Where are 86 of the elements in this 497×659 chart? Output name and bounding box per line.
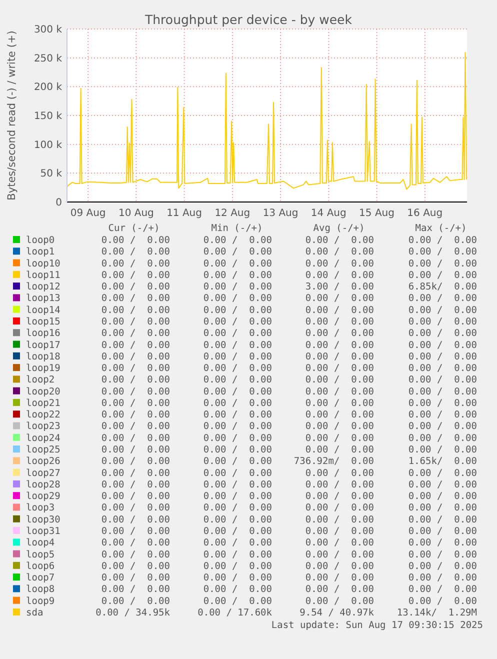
legend-label: loop23: [26, 421, 60, 432]
x-tick-label: 16 Aug: [407, 208, 443, 219]
text: 0.00 / 0.00 0.00 / 0.00 0.00 / 0.00 0.00 / 0.00: [101, 340, 477, 351]
legend-label: loop22: [26, 410, 60, 421]
x-tick-label: 15 Aug: [359, 208, 394, 219]
text: 0.00 / 34.95k 0.00 / 17.60k 9.54 / 40.97k 13.14k/ 1.29M: [96, 607, 477, 618]
text: 0.00 / 0.00 0.00 / 0.00 0.00 / 0.00 0.00 / 0.00: [101, 538, 477, 549]
legend-label: loop12: [26, 282, 60, 293]
text: Cur (-/+) Min (-/+) Avg (-/+) Max (-/+): [108, 223, 467, 234]
legend-label: loop15: [26, 316, 60, 328]
text: 0.00 / 0.00 0.00 / 0.00 0.00 / 0.00 0.00 / 0.00: [101, 514, 477, 526]
text: 0.00 / 0.00 0.00 / 0.00 3.00 / 0.00 6.85k/ 0.00: [101, 282, 477, 293]
text: 0.00 / 0.00 0.00 / 0.00 0.00 / 0.00 0.00 / 0.00: [101, 328, 477, 340]
text: 0.00 / 0.00 0.00 / 0.00 0.00 / 0.00 0.00 / 0.00: [101, 258, 477, 270]
legend-label: loop9: [26, 596, 55, 607]
legend-label: loop20: [26, 386, 61, 398]
legend-label: loop26: [26, 456, 61, 468]
text: 0.00 / 0.00 0.00 / 0.00 0.00 / 0.00 0.00 / 0.00: [101, 502, 477, 514]
text: 0.00 / 0.00 0.00 / 0.00 0.00 / 0.00 0.00 / 0.00: [101, 398, 477, 409]
y-axis-title: Bytes/second read (-) / write (+): [6, 30, 18, 200]
text: 0.00 / 0.00 0.00 / 0.00 0.00 / 0.00 0.00 / 0.00: [101, 374, 477, 386]
x-tick-label: 12 Aug: [214, 208, 250, 219]
legend-label: loop14: [26, 304, 61, 316]
legend-label: sda: [26, 607, 44, 618]
legend-label: loop10: [26, 258, 61, 270]
legend-label: loop28: [26, 479, 61, 490]
x-tick-label: 11 Aug: [166, 208, 202, 219]
text: 0.00 / 0.00 0.00 / 0.00 0.00 / 0.00 0.00 / 0.00: [101, 549, 477, 560]
legend-label: loop24: [26, 432, 61, 444]
x-tick-label: 10 Aug: [118, 208, 154, 219]
chart-title: Throughput per device - by week: [144, 12, 353, 27]
legend-label: loop19: [26, 363, 61, 374]
x-tick-label: 13 Aug: [262, 208, 298, 219]
y-tick-label: 300 k: [34, 24, 62, 36]
y-tick-label: 150 k: [34, 111, 62, 122]
legend-label: loop29: [26, 491, 61, 502]
text: 0.00 / 0.00 0.00 / 0.00 0.00 / 0.00 0.00 / 0.00: [101, 491, 477, 502]
legend-label: loop17: [26, 340, 60, 351]
text: 0.00 / 0.00 0.00 / 0.00 0.00 / 0.00 0.00 / 0.00: [101, 444, 477, 456]
legend-label: loop30: [26, 514, 61, 526]
line-series: [66, 52, 468, 190]
legend-label: loop16: [26, 328, 61, 340]
legend-label: loop18: [26, 351, 61, 362]
legend-label: loop31: [26, 526, 61, 537]
legend-label: loop6: [26, 560, 55, 572]
text: 0.00 / 0.00 0.00 / 0.00 0.00 / 0.00 0.00 / 0.00: [101, 316, 477, 328]
text: 0.00 / 0.00 0.00 / 0.00 0.00 / 0.00 0.00 / 0.00: [101, 421, 477, 432]
text: 0.00 / 0.00 0.00 / 0.00 0.00 / 0.00 0.00 / 0.00: [101, 235, 477, 246]
x-tick-label: 09 Aug: [70, 208, 106, 219]
legend-label: loop7: [26, 572, 55, 584]
legend-label: loop21: [26, 398, 61, 409]
text: 0.00 / 0.00 0.00 / 0.00 0.00 / 0.00 0.00 / 0.00: [101, 293, 477, 304]
text: 0.00 / 0.00 0.00 / 0.00 0.00 / 0.00 0.00 / 0.00: [101, 410, 477, 421]
y-tick-label: 250 k: [34, 53, 62, 64]
text: 0.00 / 0.00 0.00 / 0.00 0.00 / 0.00 0.00 / 0.00: [101, 363, 477, 374]
legend-label: loop2: [26, 374, 55, 386]
text: 0.00 / 0.00 0.00 / 0.00 0.00 / 0.00 0.00 / 0.00: [101, 304, 477, 316]
text: 0.00 / 0.00 0.00 / 0.00 0.00 / 0.00 0.00 / 0.00: [101, 479, 477, 490]
y-tick-label: 200 k: [34, 82, 62, 94]
legend-label: loop8: [26, 584, 55, 596]
x-tick-label: 14 Aug: [310, 208, 346, 219]
legend-label: loop13: [26, 293, 60, 304]
text: 0.00 / 0.00 0.00 / 0.00 0.00 / 0.00 0.00 / 0.00: [101, 432, 477, 444]
text: Last update: Sun Aug 17 09:30:15 2025: [271, 620, 483, 632]
text: 0.00 / 0.00 0.00 / 0.00 0.00 / 0.00 0.00 / 0.00: [101, 246, 477, 258]
text: 0.00 / 0.00 0.00 / 0.00 0.00 / 0.00 0.00 / 0.00: [101, 560, 477, 572]
legend-label: loop27: [26, 468, 60, 479]
text: 0.00 / 0.00 0.00 / 0.00 0.00 / 0.00 0.00 / 0.00: [101, 596, 477, 607]
text: 0.00 / 0.00 0.00 / 0.00 736.92m/ 0.00 1.65k/ 0.00: [101, 456, 477, 468]
text: 0.00 / 0.00 0.00 / 0.00 0.00 / 0.00 0.00 / 0.00: [101, 386, 477, 398]
legend-label: loop11: [26, 270, 61, 281]
legend-label: loop5: [26, 549, 55, 560]
legend-label: loop0: [26, 235, 55, 246]
text: 0.00 / 0.00 0.00 / 0.00 0.00 / 0.00 0.00 / 0.00: [101, 584, 477, 596]
legend-label: loop25: [26, 444, 60, 456]
legend-label: loop3: [26, 502, 55, 514]
text: 0.00 / 0.00 0.00 / 0.00 0.00 / 0.00 0.00 / 0.00: [101, 572, 477, 584]
y-tick-label: 0: [56, 198, 62, 208]
text: 0.00 / 0.00 0.00 / 0.00 0.00 / 0.00 0.00 / 0.00: [101, 468, 477, 479]
text: 0.00 / 0.00 0.00 / 0.00 0.00 / 0.00 0.00 / 0.00: [101, 351, 477, 362]
text: 0.00 / 0.00 0.00 / 0.00 0.00 / 0.00 0.00 / 0.00: [101, 526, 477, 537]
y-tick-label: 100 k: [34, 140, 62, 151]
legend-label: loop4: [26, 538, 55, 549]
text: 0.00 / 0.00 0.00 / 0.00 0.00 / 0.00 0.00 / 0.00: [101, 270, 477, 281]
y-tick-label: 50 k: [40, 168, 62, 180]
legend-label: loop1: [26, 246, 55, 258]
